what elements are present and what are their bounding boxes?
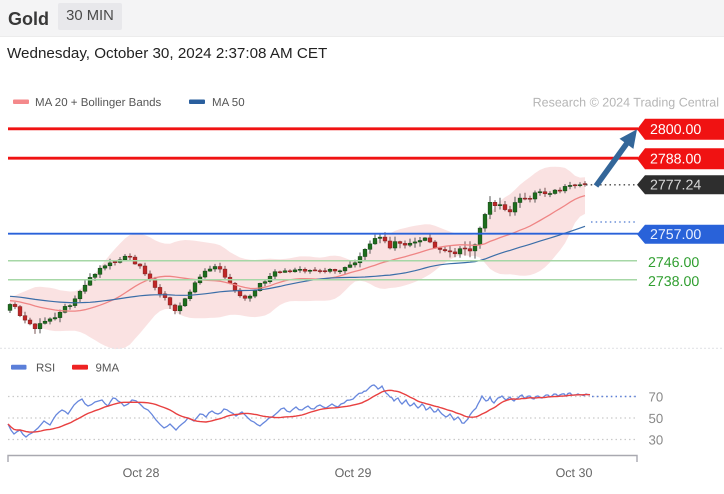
svg-text:2746.00: 2746.00 xyxy=(648,255,699,271)
svg-text:50: 50 xyxy=(649,411,664,426)
svg-text:Research © 2024 Trading Centra: Research © 2024 Trading Central xyxy=(533,96,719,110)
svg-text:70: 70 xyxy=(649,389,664,404)
svg-text:2777.24: 2777.24 xyxy=(650,178,701,194)
svg-text:2800.00: 2800.00 xyxy=(650,122,701,138)
svg-text:RSI: RSI xyxy=(36,363,55,375)
svg-text:9MA: 9MA xyxy=(96,363,120,375)
svg-text:Oct 28: Oct 28 xyxy=(123,466,160,480)
svg-text:2757.00: 2757.00 xyxy=(650,227,701,243)
svg-text:30: 30 xyxy=(649,432,664,447)
svg-text:MA 50: MA 50 xyxy=(212,97,245,109)
svg-text:Oct 30: Oct 30 xyxy=(556,466,593,480)
svg-text:2788.00: 2788.00 xyxy=(650,151,701,167)
svg-text:MA 20 + Bollinger Bands: MA 20 + Bollinger Bands xyxy=(35,97,162,109)
svg-text:Oct 29: Oct 29 xyxy=(335,466,372,480)
svg-text:2738.00: 2738.00 xyxy=(648,274,699,290)
